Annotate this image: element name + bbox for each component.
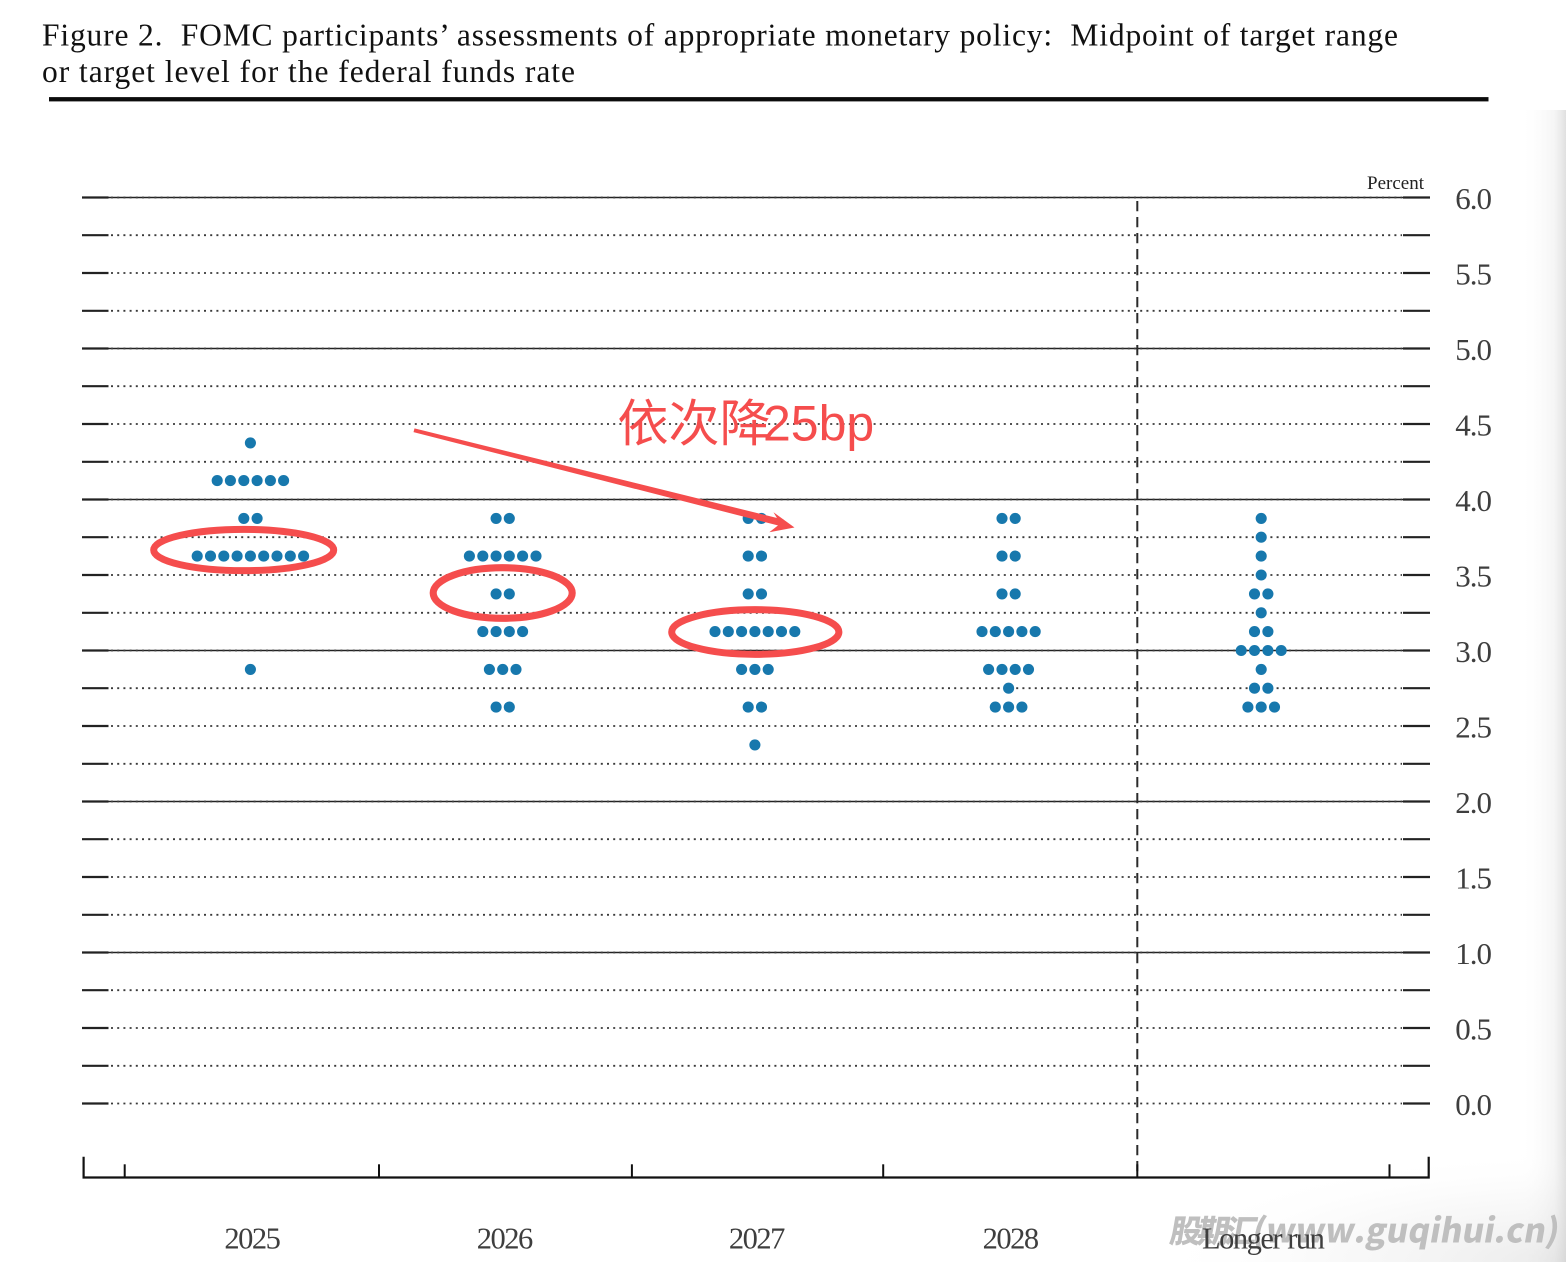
svg-text:or target level for the federa: or target level for the federal funds ra…	[42, 54, 575, 89]
svg-text:2.5: 2.5	[1455, 710, 1491, 745]
svg-text:4.5: 4.5	[1455, 408, 1491, 443]
svg-text:1.0: 1.0	[1455, 936, 1491, 971]
svg-text:Percent: Percent	[1367, 173, 1425, 194]
svg-text:2025: 2025	[224, 1222, 280, 1256]
svg-text:0.0: 0.0	[1455, 1087, 1491, 1122]
svg-text:2027: 2027	[729, 1222, 785, 1256]
svg-text:3.5: 3.5	[1455, 559, 1491, 594]
svg-text:1.5: 1.5	[1455, 861, 1491, 896]
svg-text:5.5: 5.5	[1455, 257, 1491, 292]
svg-text:2026: 2026	[477, 1222, 533, 1256]
svg-text:2.0: 2.0	[1455, 785, 1491, 820]
svg-text:2028: 2028	[983, 1222, 1039, 1256]
svg-text:Figure 2. FOMC participants’: Figure 2. FOMC participants’ assessments…	[42, 17, 1398, 52]
svg-text:0.5: 0.5	[1455, 1012, 1491, 1047]
svg-text:25bp: 25bp	[763, 396, 874, 452]
svg-text:Longer run: Longer run	[1202, 1222, 1325, 1256]
svg-text:3.0: 3.0	[1455, 634, 1491, 669]
svg-text:4.0: 4.0	[1455, 483, 1491, 518]
svg-text:5.0: 5.0	[1455, 332, 1491, 367]
svg-text:6.0: 6.0	[1455, 181, 1491, 216]
